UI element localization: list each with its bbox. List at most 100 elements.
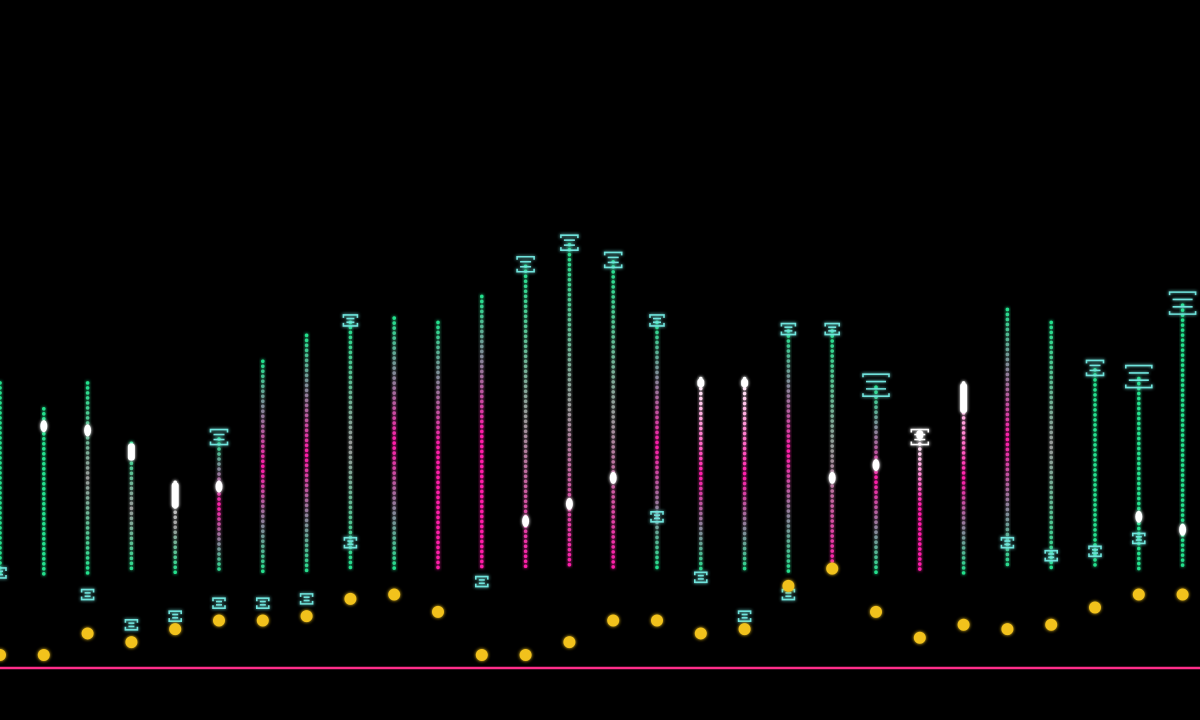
line-dot bbox=[523, 304, 528, 309]
line-dot bbox=[830, 389, 834, 393]
line-dot bbox=[523, 319, 528, 324]
line-dot bbox=[961, 421, 966, 425]
yellow-dot bbox=[782, 579, 795, 592]
line-dot bbox=[304, 348, 309, 353]
line-dot bbox=[567, 547, 572, 552]
line-dot bbox=[1180, 378, 1185, 382]
line-dot bbox=[129, 566, 134, 571]
line-dot bbox=[830, 369, 834, 373]
line-dot bbox=[1049, 540, 1053, 545]
line-dot bbox=[742, 566, 747, 571]
line-dot bbox=[392, 421, 397, 425]
line-dot bbox=[567, 382, 572, 387]
line-dot bbox=[786, 504, 791, 508]
bracket-frame bbox=[560, 234, 579, 251]
line-dot bbox=[392, 436, 397, 440]
line-dot bbox=[261, 464, 265, 469]
line-dot bbox=[523, 379, 528, 384]
line-dot bbox=[480, 459, 484, 464]
line-dot bbox=[567, 327, 572, 332]
line-dot bbox=[348, 410, 353, 415]
line-dot bbox=[830, 549, 834, 553]
line-dot bbox=[611, 330, 615, 334]
line-dot bbox=[1137, 406, 1141, 411]
line-dot bbox=[874, 530, 878, 534]
line-dot bbox=[830, 434, 834, 438]
line-dot bbox=[655, 425, 659, 430]
line-dot bbox=[567, 432, 572, 437]
column bbox=[694, 376, 708, 640]
line-dot bbox=[436, 385, 440, 390]
line-dot bbox=[129, 531, 134, 536]
line-dot bbox=[655, 445, 659, 450]
line-dot bbox=[611, 360, 615, 364]
line-dot bbox=[742, 511, 747, 516]
line-dot bbox=[1005, 462, 1010, 467]
line-dot bbox=[611, 540, 615, 544]
line-dot bbox=[874, 515, 878, 519]
line-dot bbox=[567, 447, 572, 452]
line-dot bbox=[1005, 487, 1010, 492]
line-dot bbox=[85, 416, 90, 420]
low-bracket-marker bbox=[1088, 545, 1102, 558]
line-dot bbox=[1180, 383, 1185, 387]
column bbox=[737, 376, 752, 636]
line-dot bbox=[830, 539, 834, 543]
line-dot bbox=[918, 462, 922, 466]
line-dot bbox=[392, 556, 397, 560]
line-dot bbox=[830, 379, 834, 383]
line-dot bbox=[699, 441, 703, 446]
line-dot bbox=[742, 486, 747, 491]
line-dot bbox=[699, 476, 703, 481]
line-dot bbox=[1093, 383, 1097, 387]
line-dot bbox=[436, 550, 440, 555]
line-dot bbox=[392, 336, 397, 340]
line-dot bbox=[304, 458, 309, 463]
line-dot bbox=[523, 384, 528, 389]
line-dot bbox=[304, 518, 309, 523]
column bbox=[209, 428, 229, 627]
line-dot bbox=[0, 546, 2, 550]
line-dot bbox=[261, 489, 265, 494]
line-dot bbox=[217, 562, 221, 566]
line-dot bbox=[1049, 325, 1053, 330]
line-dot bbox=[567, 292, 572, 297]
line-dot bbox=[611, 325, 615, 329]
line-dot bbox=[480, 329, 484, 334]
line-dot bbox=[42, 507, 46, 511]
line-dot bbox=[611, 555, 615, 559]
line-dot bbox=[217, 532, 221, 536]
line-dot bbox=[261, 494, 265, 499]
line-dot bbox=[1093, 408, 1097, 412]
line-dot bbox=[567, 282, 572, 287]
bracket-frame bbox=[910, 428, 930, 446]
line-dot bbox=[1005, 477, 1010, 482]
line-dot bbox=[830, 409, 834, 413]
column bbox=[824, 322, 840, 575]
line-dot bbox=[523, 539, 528, 544]
line-dot bbox=[1049, 330, 1053, 335]
line-dot bbox=[874, 505, 878, 510]
line-dot bbox=[1180, 493, 1185, 497]
top-bracket-marker bbox=[862, 373, 890, 397]
line-dot bbox=[611, 450, 615, 454]
line-dot bbox=[830, 484, 834, 488]
line-dot bbox=[348, 480, 353, 485]
line-dot bbox=[480, 474, 484, 479]
line-dot bbox=[304, 468, 309, 473]
line-dot bbox=[0, 396, 2, 400]
line-dot bbox=[830, 544, 834, 548]
line-dot bbox=[85, 381, 90, 385]
line-dot bbox=[699, 541, 703, 546]
line-dot bbox=[217, 522, 221, 526]
line-dot bbox=[567, 317, 572, 322]
line-dot bbox=[567, 412, 572, 417]
line-dot bbox=[567, 307, 572, 312]
line-dot bbox=[1005, 342, 1010, 347]
line-dot bbox=[655, 370, 659, 375]
line-dot bbox=[0, 471, 2, 475]
line-dot bbox=[480, 374, 484, 379]
column bbox=[168, 480, 182, 636]
line-dot bbox=[699, 536, 703, 541]
line-dot bbox=[523, 374, 528, 379]
